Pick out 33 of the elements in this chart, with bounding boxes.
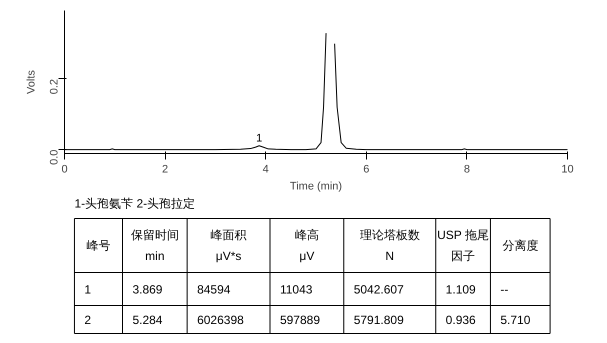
text: 597889 xyxy=(280,313,320,327)
text: 分离度 xyxy=(502,238,538,252)
x-tick-label: 2 xyxy=(162,164,168,176)
text: 5.284 xyxy=(132,313,163,327)
text: 6026398 xyxy=(197,313,244,327)
x-tick-label: 8 xyxy=(464,164,470,176)
text: 3.869 xyxy=(132,282,163,296)
text: 84594 xyxy=(197,282,231,296)
y-tick-label: 0.2 xyxy=(48,78,60,94)
x-tick-label: 0 xyxy=(61,164,68,176)
text: 5791.809 xyxy=(354,313,404,327)
text: 保留时间 min xyxy=(130,228,179,263)
annotation: 1 xyxy=(256,132,262,145)
text: -- xyxy=(500,282,508,296)
text: 理论塔板数 N xyxy=(360,228,420,263)
y-tick-label: 0.0 xyxy=(48,150,60,165)
x-axis-title: Time (min) xyxy=(290,180,342,192)
text: 峰面积 μV*s xyxy=(210,228,247,263)
text: 0.936 xyxy=(446,313,476,327)
text: 5042.607 xyxy=(354,282,404,296)
text: 5.710 xyxy=(500,313,531,327)
x-tick-label: 4 xyxy=(262,164,269,176)
text: 峰高 μV xyxy=(294,228,319,263)
text: 1-头孢氨苄 2-头孢拉定 xyxy=(74,196,196,210)
text: 1.109 xyxy=(446,282,476,296)
y-axis-title: Volts xyxy=(26,70,38,94)
x-tick-label: 10 xyxy=(561,164,574,176)
x-tick-label: 6 xyxy=(363,164,370,176)
text: USP 拖尾因子 xyxy=(437,228,489,263)
text: 11043 xyxy=(280,282,313,296)
text: 1 xyxy=(84,282,92,296)
text: 峰号 xyxy=(86,238,110,252)
text: 2 xyxy=(84,313,92,327)
